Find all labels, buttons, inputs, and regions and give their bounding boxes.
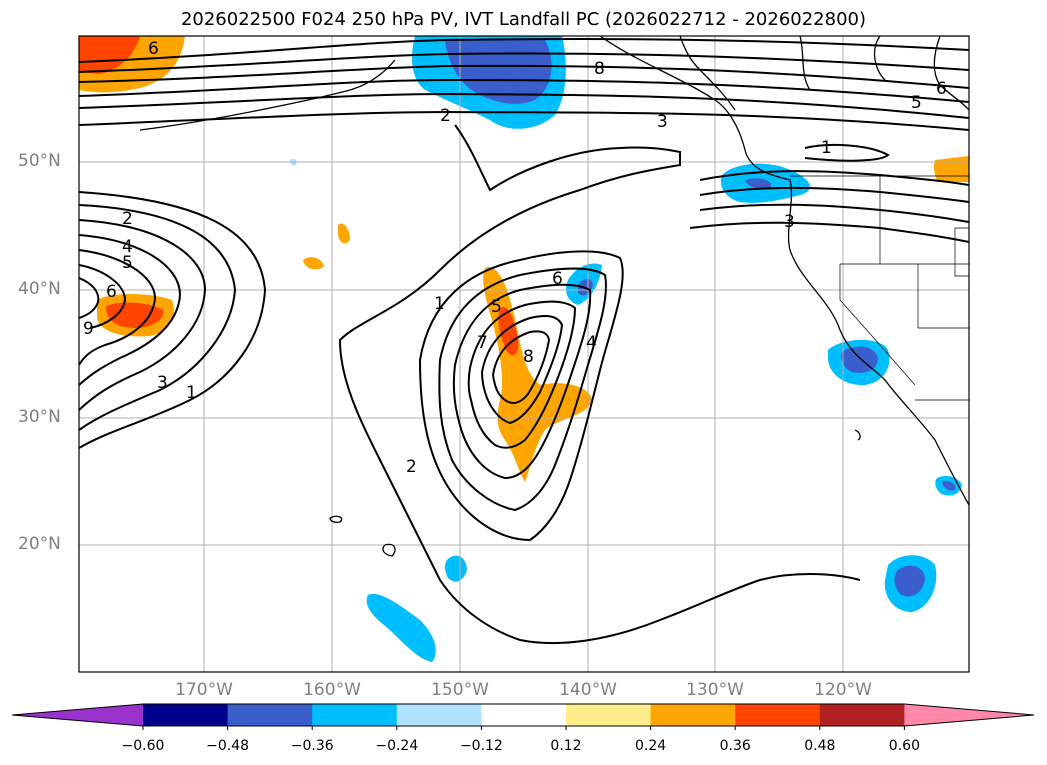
pv-contours [79,38,969,645]
colorbar-tick-label: 0.24 [635,738,667,754]
colorbar-segment [481,704,567,726]
colorbar-extension-high [904,704,1034,726]
lon-label: 130°W [686,680,744,700]
colorbar-extension-low [12,704,143,726]
colorbar-tick-label: 0.12 [550,738,582,754]
contour-label: 7 [477,333,488,353]
contour-label: 3 [157,373,168,393]
lon-label: 160°W [303,680,361,700]
colorbar-tick-label: −0.24 [375,738,419,754]
contour-label: 5 [491,297,502,317]
colorbar-segment [819,704,905,726]
lon-label: 150°W [431,680,489,700]
contour-label: 3 [657,112,668,132]
map-frame [78,35,970,673]
contour-label: 8 [594,59,605,79]
lon-label: 170°W [175,680,233,700]
colorbar-segment [396,704,482,726]
contour-label: 5 [911,93,922,113]
colorbar-tick-label: −0.60 [121,738,165,754]
lon-label: 120°W [814,680,872,700]
contour-label: 6 [106,282,117,302]
colorbar-segment [143,704,229,726]
colorbar-tick-label: 0.60 [888,738,920,754]
colorbar-segment [227,704,313,726]
map-title: 2026022500 F024 250 hPa PV, IVT Landfall… [180,9,867,30]
graticule [79,36,969,672]
contour-label: 6 [148,39,159,59]
contour-label: 6 [552,269,563,289]
contour-label: 3 [784,212,795,232]
lat-label: 30°N [18,407,61,427]
colorbar-segment [735,704,821,726]
lon-label: 140°W [559,680,617,700]
colorbar-segment [650,704,736,726]
map-background [79,36,969,672]
contour-label: 1 [186,383,197,403]
contour-label: 6 [936,79,947,99]
colorbar-tick-label: −0.48 [206,738,250,754]
contour-label: 1 [434,294,445,314]
colorbar [11,703,1035,730]
colorbar-segment [566,704,652,726]
contour-label: 4 [586,333,597,353]
contour-label: 5 [122,253,133,273]
colorbar-tick-label: −0.12 [459,738,503,754]
lat-label: 40°N [18,279,61,299]
contour-label: 1 [821,138,832,158]
colorbar-tick-label: −0.36 [290,738,334,754]
political-borders [790,175,969,401]
lat-label: 50°N [18,151,61,171]
contour-label: 8 [523,347,534,367]
colorbar-tick-label: 0.48 [804,738,836,754]
contour-label: 2 [406,457,417,477]
lat-label: 20°N [18,534,61,554]
contour-label: 2 [440,106,451,126]
contour-label: 9 [83,319,94,339]
contour-labels: 6 8 2 3 5 6 1 2 4 5 6 9 3 1 1 6 5 7 8 4 … [83,39,947,477]
colorbar-tick-label: 0.36 [719,738,751,754]
colorbar-segment [312,704,398,726]
contour-label: 4 [122,237,133,257]
contour-label: 2 [122,209,133,229]
